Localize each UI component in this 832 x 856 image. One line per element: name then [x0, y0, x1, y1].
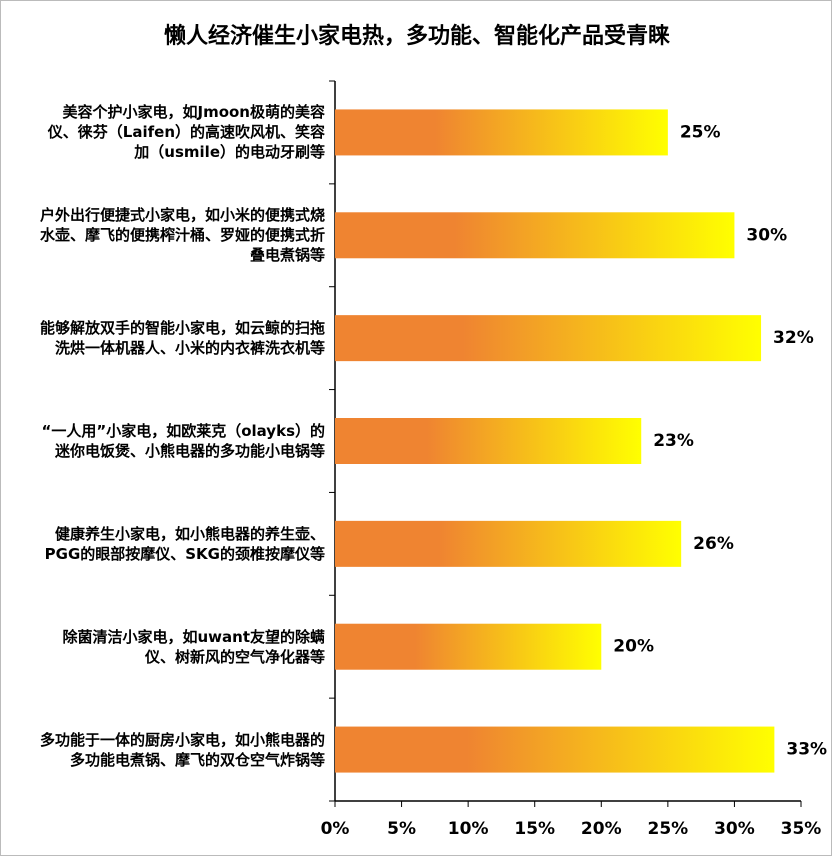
value-label: 33%: [786, 740, 827, 760]
x-tick-label: 35%: [781, 819, 822, 839]
bar: [335, 109, 668, 156]
x-tick-label: 0%: [321, 819, 350, 839]
bar: [335, 315, 762, 362]
category-label: 多功能于一体的厨房小家电，如小熊电器的多功能电煮锅、摩飞的双仓空气炸锅等: [39, 730, 325, 769]
value-label: 25%: [680, 122, 721, 142]
bar: [335, 418, 642, 464]
x-tick-label: 25%: [648, 819, 689, 839]
category-label: “一人用”小家电，如欧莱克（olayks）的迷你电饭煲、小熊电器的多功能小电锅等: [41, 421, 325, 460]
value-label: 30%: [746, 225, 787, 245]
bar: [335, 520, 682, 567]
x-tick-label: 5%: [387, 819, 416, 839]
value-label: 32%: [773, 328, 814, 348]
category-label: 除菌清洁小家电，如uwant友望的除螨仪、树新风的空气净化器等: [62, 627, 325, 666]
category-label: 健康养生小家电，如小熊电器的养生壶、PGG的眼部按摩仪、SKG的颈椎按摩仪等: [44, 524, 325, 563]
category-label: 能够解放双手的智能小家电，如云鲸的扫拖洗烘一体机器人、小米的内衣裤洗衣机等: [39, 319, 325, 358]
x-tick-label: 20%: [581, 819, 622, 839]
x-tick-label: 15%: [514, 819, 555, 839]
x-tick-label: 10%: [448, 819, 489, 839]
x-tick-label: 30%: [714, 819, 755, 839]
category-label: 美容个护小家电，如Jmoon极萌的美容仪、徕芬（Laifen）的高速吹风机、笑容…: [47, 103, 325, 162]
value-label: 26%: [693, 534, 734, 554]
bar: [335, 623, 602, 670]
bar: [335, 212, 735, 259]
bar: [335, 726, 775, 773]
value-label: 23%: [653, 431, 694, 451]
value-label: 20%: [613, 637, 654, 657]
chart-title: 懒人经济催生小家电热，多功能、智能化产品受青睐: [164, 23, 670, 49]
category-label: 户外出行便捷式小家电，如小米的便携式烧水壶、摩飞的便携榨汁桶、罗娅的便携式折叠电…: [39, 206, 325, 265]
